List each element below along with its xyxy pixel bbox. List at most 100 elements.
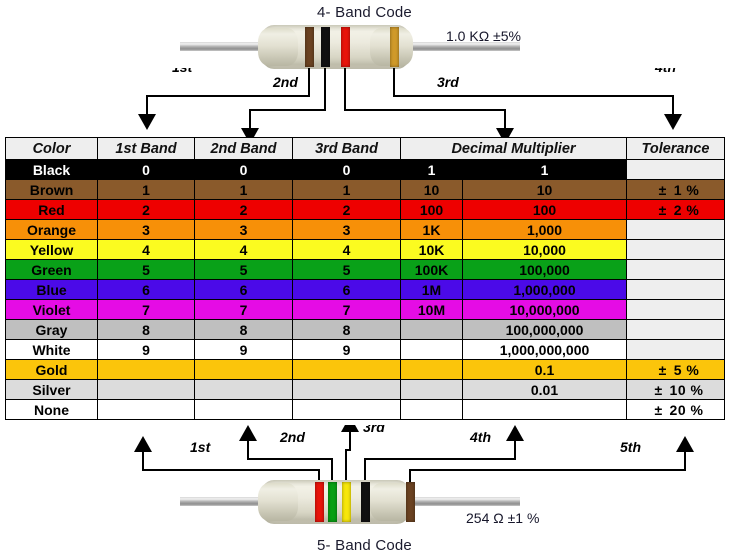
cell-multiplier-abbrev	[400, 379, 463, 400]
cell-multiplier-abbrev: 10M	[400, 299, 463, 320]
cell-color-name: Gold	[5, 359, 98, 380]
cell-band-1: 5	[97, 259, 195, 280]
cell-color-name: Red	[5, 199, 98, 220]
cell-tolerance	[626, 319, 725, 340]
plus-minus-symbol: ±	[658, 361, 667, 378]
cell-band-1: 7	[97, 299, 195, 320]
cell-band-2: 7	[194, 299, 293, 320]
cell-multiplier-abbrev	[400, 359, 463, 380]
cell-color-name: Black	[5, 159, 98, 180]
table-row: Green 5 5 5 100K 100,000	[5, 259, 725, 280]
cell-multiplier-abbrev: 1K	[400, 219, 463, 240]
header-decimal-multiplier: Decimal Multiplier	[400, 137, 627, 160]
cell-multiplier-value: 0.01	[462, 379, 627, 400]
table-row: Violet 7 7 7 10M 10,000,000	[5, 299, 725, 320]
header-color: Color	[5, 137, 98, 160]
cell-band-3	[292, 399, 401, 420]
resistor-4-band	[180, 22, 520, 72]
band-2-green	[328, 482, 337, 522]
five-band-pointer-arrows: 1st 2nd 3rd 4th 5th	[134, 425, 694, 500]
cell-band-3: 2	[292, 199, 401, 220]
arrowhead	[241, 128, 259, 138]
cell-band-1: 1	[97, 179, 195, 200]
cell-band-2: 6	[194, 279, 293, 300]
table-row: Silver 0.01 ±10 %	[5, 379, 725, 400]
band-1-brown	[305, 27, 314, 67]
cell-band-1: 6	[97, 279, 195, 300]
pointer-1st: 1st	[138, 68, 310, 130]
cell-band-3: 9	[292, 339, 401, 360]
arrowhead	[239, 425, 257, 441]
tolerance-value: 2 %	[673, 201, 700, 218]
pointer-3rd: 3rd	[341, 425, 385, 500]
plus-minus-symbol: ±	[658, 201, 667, 218]
resistor-color-code-table: Color 1st Band 2nd Band 3rd Band Decimal…	[5, 137, 725, 420]
cell-multiplier-abbrev: 1M	[400, 279, 463, 300]
cell-multiplier-abbrev: 100K	[400, 259, 463, 280]
cell-band-3: 6	[292, 279, 401, 300]
cell-band-3: 5	[292, 259, 401, 280]
arrowhead	[506, 425, 524, 441]
cell-band-1: 2	[97, 199, 195, 220]
arrowhead	[664, 114, 682, 130]
cell-tolerance: ±2 %	[626, 199, 725, 220]
pointer-label: 4th	[654, 68, 676, 75]
cell-multiplier-value: 10	[462, 179, 627, 200]
band-5-brown	[406, 482, 415, 522]
cell-band-1: 8	[97, 319, 195, 340]
table-row: Orange 3 3 3 1K 1,000	[5, 219, 725, 240]
cell-band-1: 9	[97, 339, 195, 360]
header-2nd-band: 2nd Band	[194, 137, 293, 160]
tolerance-value: 10 %	[669, 381, 704, 398]
cell-color-name: White	[5, 339, 98, 360]
cell-multiplier-value: 0.1	[462, 359, 627, 380]
table-row: None ±20 %	[5, 399, 725, 420]
table-row: Gold 0.1 ±5 %	[5, 359, 725, 380]
cell-multiplier-value: 1	[462, 159, 627, 180]
cell-tolerance	[626, 159, 725, 180]
cell-band-2	[194, 359, 293, 380]
cell-band-2: 1	[194, 179, 293, 200]
cell-band-3: 0	[292, 159, 401, 180]
table-row: Black 0 0 0 1 1	[5, 159, 725, 180]
cell-tolerance	[626, 339, 725, 360]
arrowhead	[138, 114, 156, 130]
cell-multiplier-value: 100	[462, 199, 627, 220]
cell-multiplier-abbrev	[400, 319, 463, 340]
cell-band-3: 1	[292, 179, 401, 200]
cell-multiplier-value: 1,000,000,000	[462, 339, 627, 360]
cell-multiplier-value	[462, 399, 627, 420]
cell-band-1: 3	[97, 219, 195, 240]
cell-band-3: 4	[292, 239, 401, 260]
arrowhead	[496, 128, 514, 138]
cell-band-3: 3	[292, 219, 401, 240]
resistor-cap-left	[258, 483, 298, 521]
pointer-4th: 4th	[364, 425, 524, 500]
table-row: Brown 1 1 1 10 10 ±1 %	[5, 179, 725, 200]
cell-band-2: 0	[194, 159, 293, 180]
cell-band-3	[292, 359, 401, 380]
pointer-label: 2nd	[279, 429, 305, 445]
five-band-code-title: 5- Band Code	[317, 537, 412, 554]
cell-band-3: 8	[292, 319, 401, 340]
table-row: Red 2 2 2 100 100 ±2 %	[5, 199, 725, 220]
cell-multiplier-value: 100,000	[462, 259, 627, 280]
table-row: Blue 6 6 6 1M 1,000,000	[5, 279, 725, 300]
four-band-code-title: 4- Band Code	[317, 4, 412, 21]
cell-band-1: 0	[97, 159, 195, 180]
cell-multiplier-abbrev	[400, 339, 463, 360]
cell-multiplier-abbrev	[400, 399, 463, 420]
cell-multiplier-abbrev: 10K	[400, 239, 463, 260]
cell-multiplier-value: 10,000	[462, 239, 627, 260]
header-tolerance: Tolerance	[626, 137, 725, 160]
band-3-red	[341, 27, 350, 67]
plus-minus-symbol: ±	[654, 381, 663, 398]
cell-band-2: 3	[194, 219, 293, 240]
cell-tolerance: ±5 %	[626, 359, 725, 380]
resistor-cap-right	[370, 483, 413, 521]
band-1-red	[315, 482, 324, 522]
cell-band-3: 7	[292, 299, 401, 320]
plus-minus-symbol: ±	[654, 401, 663, 418]
cell-band-2: 4	[194, 239, 293, 260]
